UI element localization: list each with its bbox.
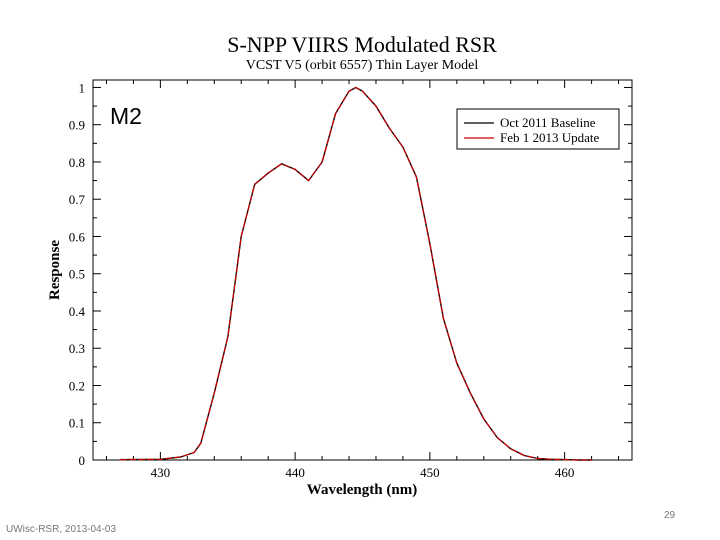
data-point bbox=[335, 112, 337, 115]
footer-page-number: 29 bbox=[664, 510, 676, 521]
x-axis-label: Wavelength (nm) bbox=[307, 482, 417, 498]
data-point bbox=[119, 459, 121, 461]
data-point bbox=[564, 459, 566, 461]
data-point bbox=[254, 183, 256, 185]
x-tick-label: 440 bbox=[285, 465, 305, 480]
data-point bbox=[442, 317, 444, 319]
data-point bbox=[550, 458, 552, 460]
data-point bbox=[281, 163, 283, 165]
data-point bbox=[402, 146, 404, 148]
y-tick-label: 0.6 bbox=[69, 229, 86, 244]
series-layer bbox=[119, 86, 593, 461]
data-point bbox=[388, 127, 391, 129]
legend: Oct 2011 Baseline Feb 1 2013 Update bbox=[456, 108, 620, 150]
data-point bbox=[193, 451, 195, 454]
data-point bbox=[591, 459, 593, 461]
data-point bbox=[200, 442, 202, 444]
y-tick-label: 1 bbox=[79, 80, 86, 95]
data-point bbox=[510, 448, 512, 450]
data-point bbox=[180, 456, 182, 458]
y-axis: 0 0.1 0.2 0.3 0.4 0.5 0.6 0.7 0.8 0.9 1 bbox=[69, 80, 632, 468]
data-point bbox=[483, 418, 485, 420]
y-tick-label: 0.8 bbox=[69, 155, 85, 170]
data-point bbox=[294, 168, 296, 170]
data-point bbox=[375, 105, 377, 107]
footer-source: UWisc-RSR, 2013-04-03 bbox=[6, 524, 117, 535]
chart-subtitle: VCST V5 (orbit 6557) Thin Layer Model bbox=[246, 58, 479, 73]
data-point bbox=[415, 176, 417, 178]
y-tick-label: 0.9 bbox=[69, 118, 85, 133]
y-tick-label: 0.4 bbox=[69, 304, 86, 319]
data-point bbox=[240, 235, 242, 238]
data-point bbox=[523, 454, 525, 457]
chart-title: S-NPP VIIRS Modulated RSR bbox=[227, 32, 497, 57]
y-tick-label: 0.1 bbox=[69, 416, 85, 431]
x-tick-label: 430 bbox=[151, 465, 171, 480]
data-point bbox=[355, 86, 357, 89]
data-point bbox=[361, 90, 364, 92]
y-tick-label: 0.2 bbox=[69, 378, 85, 393]
x-axis: 430 440 450 460 bbox=[105, 80, 620, 480]
data-point bbox=[456, 362, 458, 364]
y-tick-label: 0 bbox=[79, 453, 86, 468]
data-point bbox=[469, 392, 471, 394]
legend-label-update: Feb 1 2013 Update bbox=[500, 130, 600, 145]
data-point bbox=[429, 243, 431, 245]
data-point bbox=[213, 392, 215, 394]
legend-label-baseline: Oct 2011 Baseline bbox=[500, 115, 596, 130]
y-tick-label: 0.5 bbox=[69, 267, 85, 282]
data-point bbox=[159, 458, 161, 460]
data-point bbox=[577, 459, 579, 461]
data-point bbox=[267, 172, 269, 174]
y-tick-label: 0.3 bbox=[69, 341, 85, 356]
data-point bbox=[537, 457, 539, 460]
data-point bbox=[308, 180, 310, 182]
data-point bbox=[321, 161, 323, 163]
x-tick-label: 450 bbox=[420, 465, 440, 480]
y-tick-label: 0.7 bbox=[69, 192, 86, 207]
plot-frame bbox=[92, 79, 633, 461]
band-label: M2 bbox=[110, 103, 142, 129]
data-point bbox=[227, 336, 229, 338]
x-tick-label: 460 bbox=[555, 465, 575, 480]
legend-box bbox=[456, 108, 620, 150]
data-point bbox=[496, 437, 498, 439]
y-axis-label: Response bbox=[47, 240, 63, 300]
data-point bbox=[348, 90, 350, 92]
